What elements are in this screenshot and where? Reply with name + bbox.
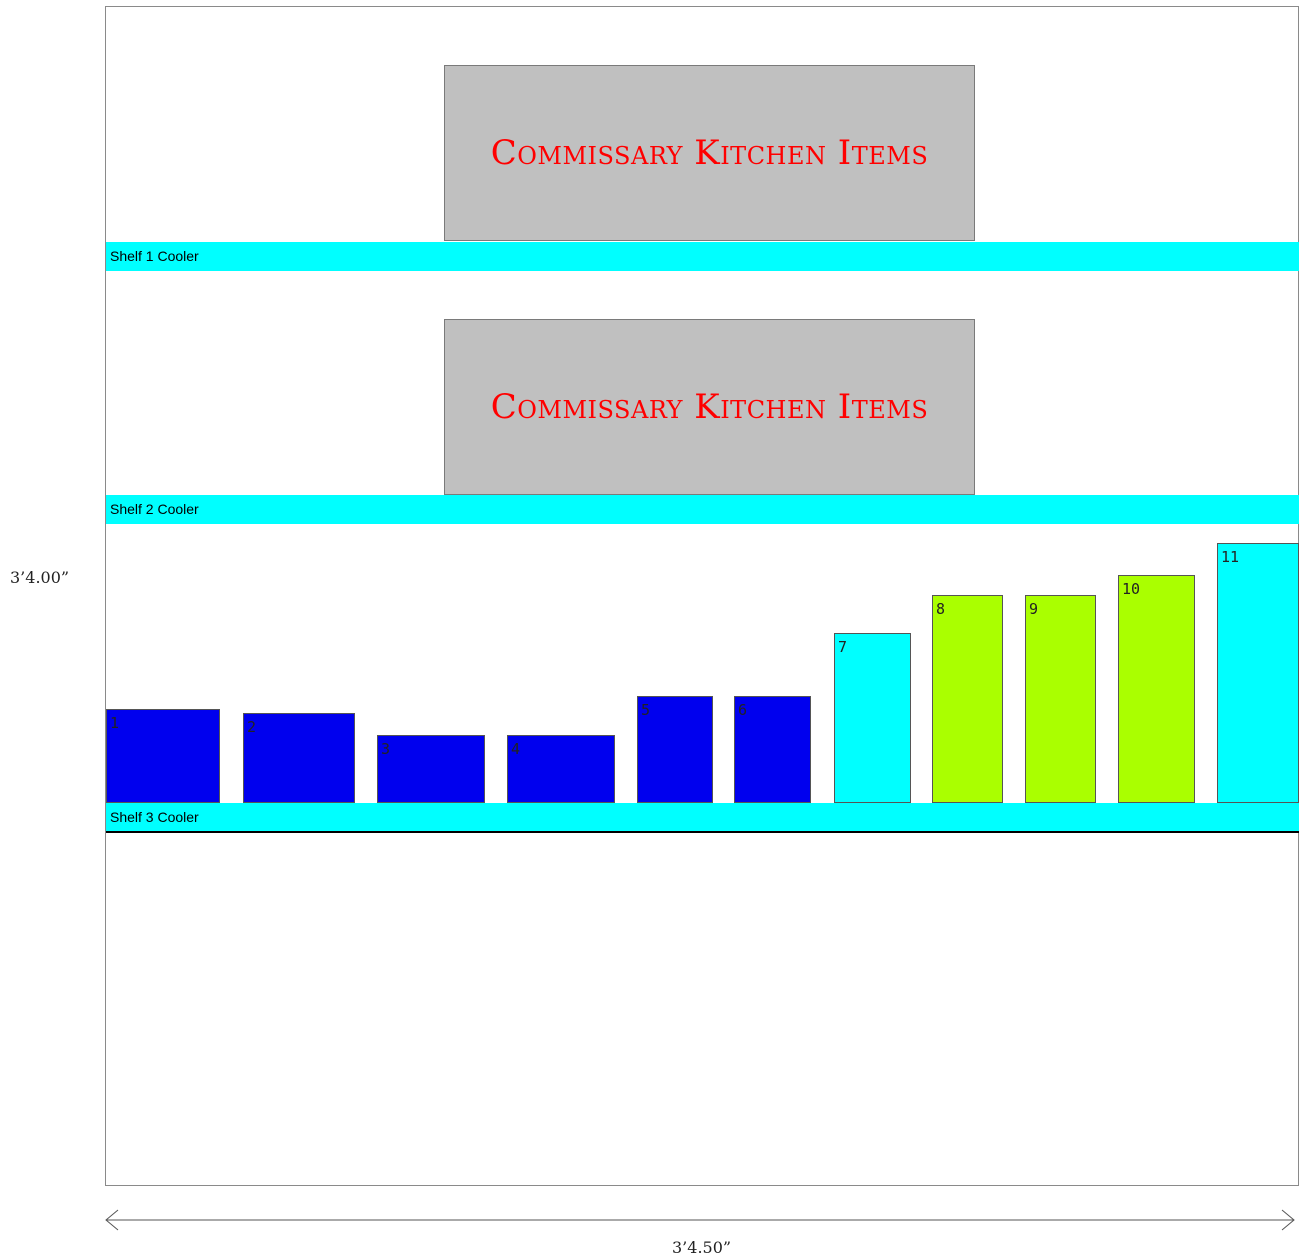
product-2[interactable]: 2 [243, 713, 355, 803]
product-5[interactable]: 5 [637, 696, 713, 803]
product-10[interactable]: 10 [1118, 575, 1195, 803]
width-dimension-label: 3’4.50” [672, 1238, 732, 1257]
product-4-label: 4 [511, 740, 521, 758]
shelf-2: Shelf 2 Cooler [106, 495, 1299, 524]
shelf-3: Shelf 3 Cooler [106, 803, 1299, 833]
product-6[interactable]: 6 [734, 696, 811, 803]
product-11-label: 11 [1221, 548, 1240, 566]
product-10-label: 10 [1122, 580, 1141, 598]
product-8-label: 8 [936, 600, 946, 618]
product-7-label: 7 [838, 638, 848, 656]
product-11[interactable]: 11 [1217, 543, 1299, 803]
product-3[interactable]: 3 [377, 735, 485, 803]
shelf-3-label: Shelf 3 Cooler [110, 809, 199, 825]
product-4[interactable]: 4 [507, 735, 615, 803]
product-3-label: 3 [381, 740, 391, 758]
commissary-block-1: Commissary Kitchen Items [444, 65, 975, 241]
product-1[interactable]: 1 [106, 709, 220, 803]
commissary-label-2: Commissary Kitchen Items [490, 387, 929, 427]
height-dimension-label: 3’4.00” [10, 568, 70, 587]
product-5-label: 5 [641, 701, 651, 719]
product-2-label: 2 [247, 718, 257, 736]
width-dimension-arrow [105, 1209, 1295, 1231]
shelf-2-label: Shelf 2 Cooler [110, 501, 199, 517]
shelf-1-label: Shelf 1 Cooler [110, 248, 199, 264]
product-8[interactable]: 8 [932, 595, 1003, 803]
commissary-block-2: Commissary Kitchen Items [444, 319, 975, 495]
commissary-label-1: Commissary Kitchen Items [490, 133, 929, 173]
product-1-label: 1 [110, 714, 120, 732]
product-9-label: 9 [1029, 600, 1039, 618]
shelf-1: Shelf 1 Cooler [106, 242, 1299, 271]
product-7[interactable]: 7 [834, 633, 911, 803]
product-6-label: 6 [738, 701, 748, 719]
product-9[interactable]: 9 [1025, 595, 1096, 803]
